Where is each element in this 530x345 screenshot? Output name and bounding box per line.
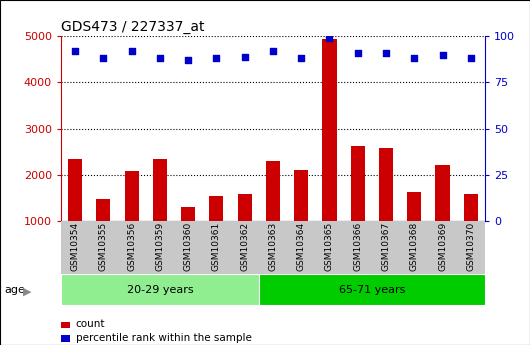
Text: GSM10366: GSM10366 [354,222,362,271]
Point [297,56,305,61]
Text: percentile rank within the sample: percentile rank within the sample [76,333,252,343]
Point [410,56,419,61]
Bar [181,207,195,221]
Text: GSM10355: GSM10355 [99,222,108,271]
Point [184,58,192,63]
Bar [96,199,110,221]
Point [127,48,136,54]
Text: GSM10370: GSM10370 [466,222,475,271]
Text: GSM10364: GSM10364 [297,222,306,271]
Point [156,56,164,61]
Text: count: count [76,319,105,329]
Text: GSM10356: GSM10356 [127,222,136,271]
Bar [436,165,449,221]
Text: GSM10369: GSM10369 [438,222,447,271]
Text: 20-29 years: 20-29 years [127,285,193,295]
Bar [464,195,478,221]
Bar [407,192,421,221]
Text: age: age [4,286,25,295]
Text: GDS473 / 227337_at: GDS473 / 227337_at [61,20,205,34]
Text: GSM10354: GSM10354 [70,222,80,271]
Bar [322,39,337,221]
Bar [351,146,365,221]
Text: GSM10360: GSM10360 [184,222,192,271]
Text: GSM10368: GSM10368 [410,222,419,271]
Text: GSM10363: GSM10363 [269,222,277,271]
Point [269,48,277,54]
Bar [209,196,224,221]
Bar [153,158,167,221]
Point [241,54,249,59]
Bar [379,148,393,221]
Text: 65-71 years: 65-71 years [339,285,405,295]
Bar [294,170,308,221]
Text: GSM10362: GSM10362 [240,222,249,271]
Point [99,56,108,61]
Point [325,35,334,41]
Text: GSM10359: GSM10359 [155,222,164,271]
Bar [61,274,259,305]
Point [354,50,362,56]
Text: GSM10367: GSM10367 [382,222,391,271]
Bar [266,161,280,221]
Point [212,56,220,61]
Bar [259,274,485,305]
Point [382,50,390,56]
Text: GSM10361: GSM10361 [212,222,221,271]
Bar [125,171,139,221]
Point [438,52,447,57]
Text: ▶: ▶ [23,286,32,296]
Text: GSM10365: GSM10365 [325,222,334,271]
Bar [68,158,82,221]
Bar [237,195,252,221]
Point [466,56,475,61]
Point [71,48,80,54]
